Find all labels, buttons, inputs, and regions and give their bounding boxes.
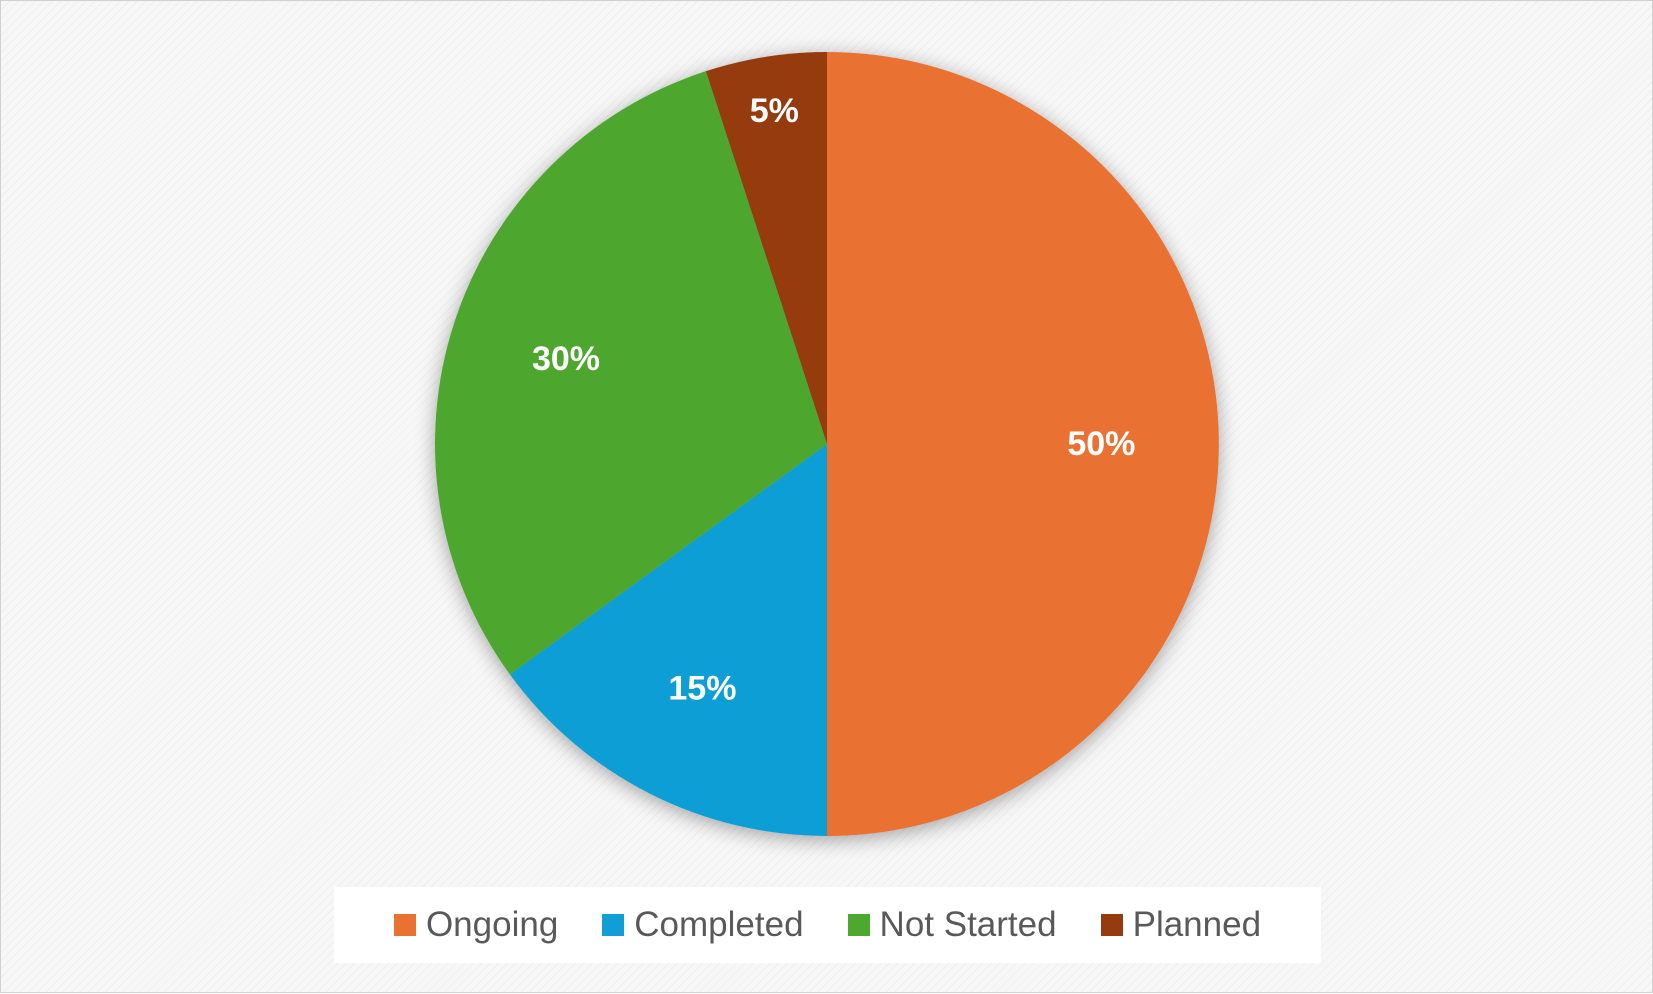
- data-label-completed: 15%: [668, 669, 736, 707]
- legend-item-not-started: Not Started: [847, 905, 1057, 945]
- legend-label: Not Started: [879, 905, 1057, 944]
- legend-label: Completed: [634, 905, 804, 944]
- data-label-ongoing: 50%: [1067, 425, 1135, 463]
- legend-swatch: [847, 914, 870, 936]
- pie-data-labels: 50% 15% 30% 5%: [532, 92, 1135, 707]
- pie-slice-ongoing: [827, 52, 1219, 836]
- data-label-not-started: 30%: [532, 340, 600, 378]
- pie-slice-planned: [705, 52, 827, 444]
- legend-item-completed: Completed: [602, 905, 804, 945]
- chart-legend: Ongoing Completed Not Started Planned: [334, 887, 1321, 963]
- pie-slice-not-started: [435, 71, 827, 675]
- legend-swatch: [393, 914, 416, 936]
- legend-swatch: [602, 914, 625, 936]
- legend-label: Ongoing: [425, 905, 559, 944]
- legend-item-planned: Planned: [1100, 905, 1262, 945]
- pie-slice-completed: [509, 444, 827, 836]
- legend-swatch: [1100, 914, 1123, 936]
- legend-item-ongoing: Ongoing: [393, 905, 559, 945]
- legend-label: Planned: [1132, 905, 1262, 944]
- pie-slices: [435, 52, 1219, 836]
- data-label-planned: 5%: [750, 92, 799, 130]
